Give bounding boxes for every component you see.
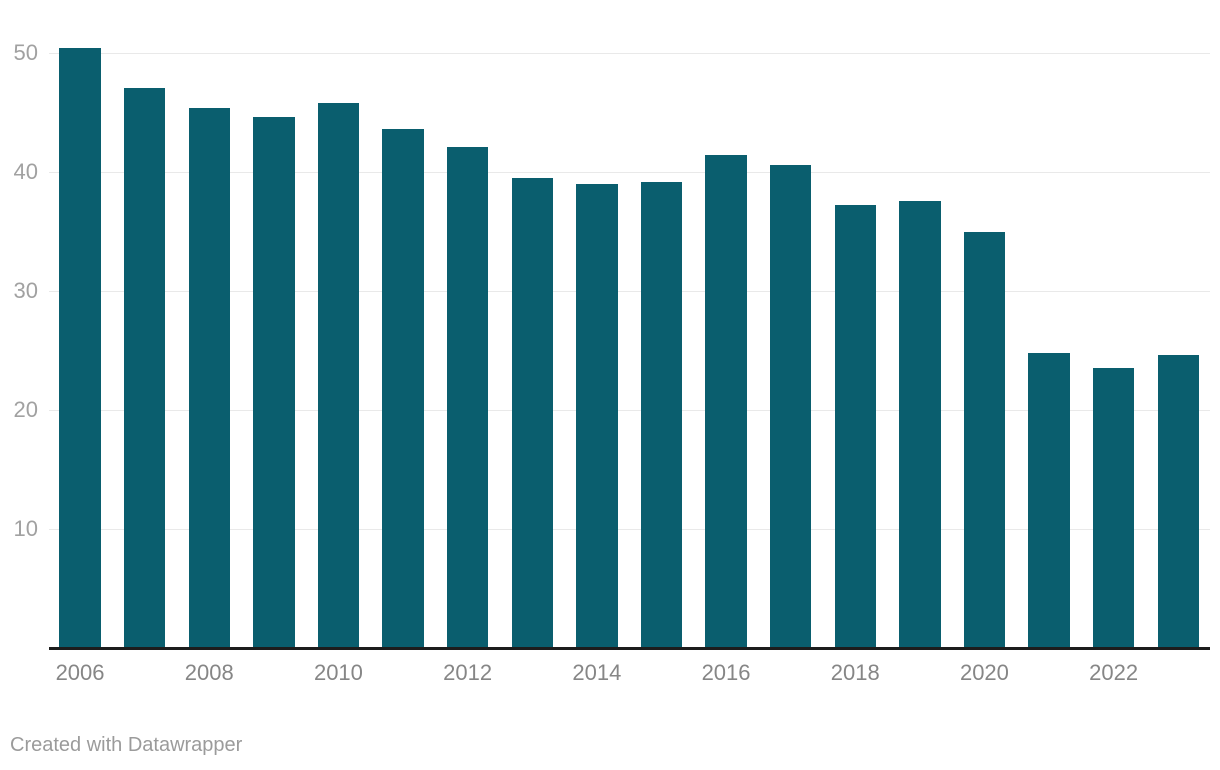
x-tick-label: 2012 [443, 660, 493, 685]
bar-2009 [253, 117, 295, 648]
gridline [49, 52, 1210, 54]
y-tick-label: 50 [13, 40, 38, 65]
gridline [49, 290, 1210, 292]
bar-2012 [446, 147, 489, 648]
bar-2006 [59, 48, 101, 648]
bar-2010 [317, 102, 360, 648]
gridline [49, 171, 1210, 173]
bar-2011 [382, 129, 424, 648]
bar-2008 [188, 107, 230, 648]
x-tick-label: 2006 [55, 660, 105, 685]
x-tick-label: 2020 [959, 660, 1009, 685]
x-tick-label: 2016 [701, 660, 751, 685]
bar-2007 [123, 87, 166, 648]
bar-2022 [1092, 368, 1135, 648]
bar-2015 [640, 181, 683, 648]
gridline [49, 409, 1210, 411]
datawrapper-attribution: Created with Datawrapper [10, 734, 243, 756]
bar-2017 [769, 164, 812, 648]
x-axis-line [49, 646, 1210, 650]
bar-2013 [511, 177, 553, 648]
y-tick-label: 30 [13, 278, 38, 303]
bar-2014 [576, 183, 618, 648]
x-tick-label: 2022 [1089, 660, 1139, 685]
bar-2019 [899, 200, 941, 648]
gridline [49, 528, 1210, 530]
y-tick-label: 20 [13, 397, 38, 422]
x-tick-label: 2008 [184, 660, 234, 685]
bar-2023 [1157, 355, 1199, 648]
y-tick-label: 40 [13, 159, 38, 184]
x-tick-label: 2014 [572, 660, 622, 685]
bar-2021 [1028, 352, 1070, 648]
x-tick-label: 2010 [313, 660, 363, 685]
bar-2016 [705, 155, 747, 648]
x-tick-label: 2018 [830, 660, 880, 685]
bar-2020 [963, 231, 1006, 648]
bar-2018 [834, 205, 876, 648]
bar-chart: 10 20 30 40 50 2006 2008 2010 2012 2014 2016 2018 2… [13, 40, 1210, 685]
y-tick-label: 10 [13, 516, 38, 541]
